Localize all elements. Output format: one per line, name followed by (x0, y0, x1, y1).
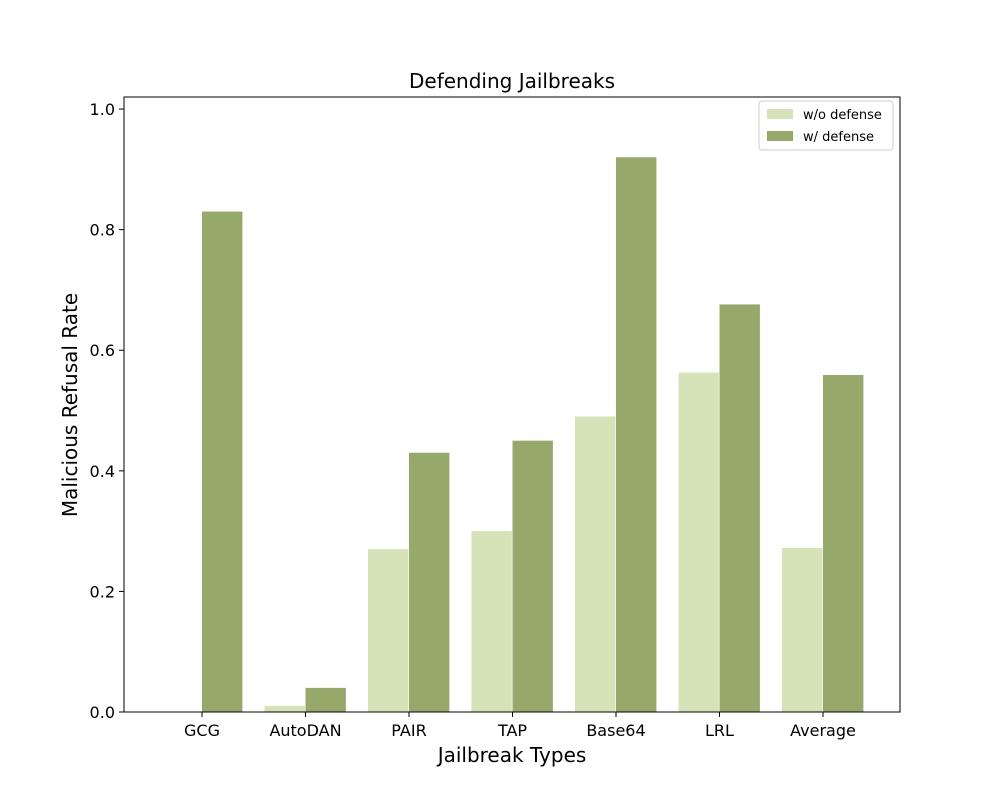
bar-base64-with-defense (616, 157, 657, 712)
bar-lrl-with-defense (719, 304, 760, 712)
legend: w/o defense w/ defense (758, 100, 894, 151)
y-tick-label: 1.0 (90, 100, 115, 119)
y-tick-label: 0.6 (90, 341, 115, 360)
plot-frame (123, 96, 901, 713)
chart-title: Defending Jailbreaks (409, 69, 615, 93)
bar-tap-with-defense (512, 440, 553, 712)
bar-average-without-defense (782, 548, 823, 712)
x-axis-label: Jailbreak Types (436, 743, 587, 767)
x-tick-label-pair: PAIR (391, 721, 426, 740)
x-tick-label-autodan: AutoDAN (269, 721, 341, 740)
x-tick-label-gcg: GCG (184, 721, 220, 740)
bar-lrl-without-defense (678, 372, 719, 712)
x-axis-ticks: GCG AutoDAN PAIR TAP Base64 LRL Average (184, 712, 856, 740)
y-axis-ticks: 0.0 0.2 0.4 0.6 0.8 1.0 (90, 100, 124, 722)
y-tick-label: 0.8 (90, 221, 115, 240)
y-axis-label: Malicious Refusal Rate (58, 293, 82, 517)
y-tick-label: 0.0 (90, 703, 115, 722)
legend-swatch-with-defense (767, 131, 793, 141)
bar-base64-without-defense (575, 416, 616, 712)
bar-pair-without-defense (368, 549, 409, 712)
x-tick-label-average: Average (790, 721, 856, 740)
legend-label-without-defense: w/o defense (803, 108, 882, 123)
bar-autodan-without-defense (264, 705, 305, 712)
y-tick-label: 0.4 (90, 462, 115, 481)
bar-pair-with-defense (409, 452, 450, 712)
legend-label-with-defense: w/ defense (803, 130, 874, 145)
bar-autodan-with-defense (305, 687, 346, 712)
y-tick-label: 0.2 (90, 582, 115, 601)
x-tick-label-base64: Base64 (586, 721, 645, 740)
x-tick-label-lrl: LRL (705, 721, 734, 740)
x-tick-label-tap: TAP (497, 721, 527, 740)
bars-layer (202, 157, 864, 712)
bar-gcg-with-defense (202, 211, 243, 712)
legend-swatch-without-defense (767, 109, 793, 119)
bar-tap-without-defense (471, 531, 512, 712)
bar-average-with-defense (823, 374, 864, 712)
